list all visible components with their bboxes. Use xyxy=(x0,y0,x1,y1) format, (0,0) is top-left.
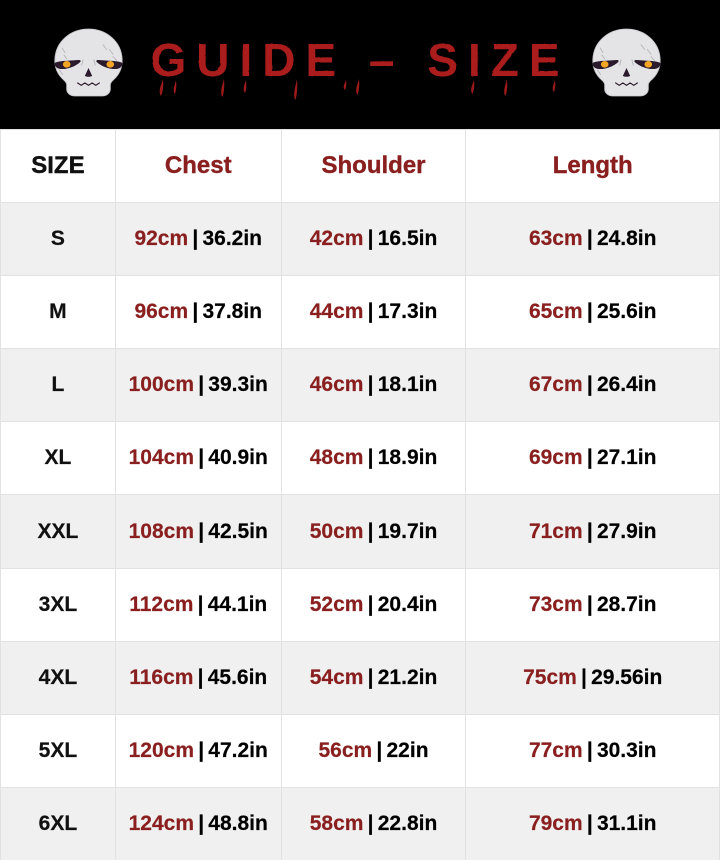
svg-text:GUIDE – SIZE: GUIDE – SIZE xyxy=(150,34,569,86)
